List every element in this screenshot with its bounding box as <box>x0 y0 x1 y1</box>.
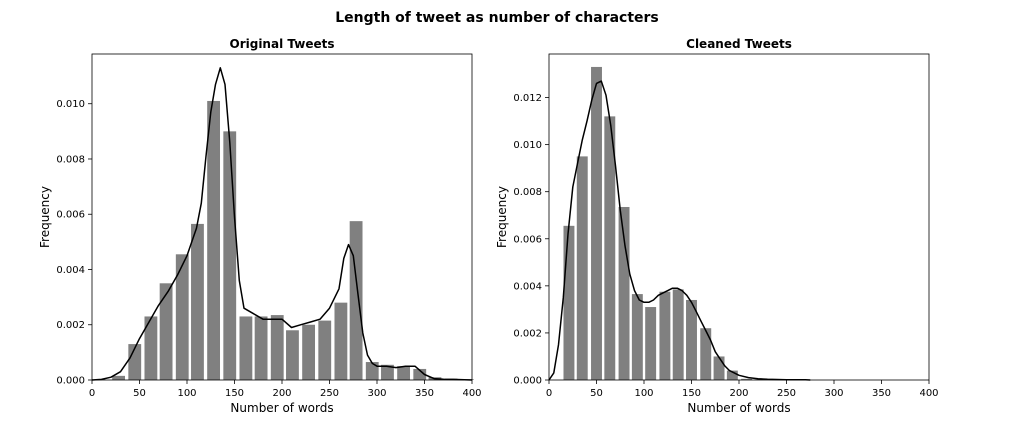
y-tick-label: 0.000 <box>513 376 542 387</box>
y-axis-label: Frequency <box>495 186 509 248</box>
subplot-title: Original Tweets <box>230 37 335 51</box>
histogram-bar <box>365 362 379 380</box>
x-tick-label: 100 <box>634 388 653 399</box>
x-tick-label: 300 <box>367 388 386 399</box>
histogram-bar <box>726 370 738 380</box>
kde-line <box>548 80 811 381</box>
histogram-bar <box>318 320 332 380</box>
x-tick-label: 200 <box>272 388 291 399</box>
y-tick-label: 0.012 <box>513 93 542 104</box>
histogram-bar <box>713 356 725 380</box>
histogram-bar <box>413 368 427 380</box>
x-tick-label: 350 <box>415 388 434 399</box>
x-tick-label: 100 <box>177 388 196 399</box>
y-tick-label: 0.002 <box>513 328 542 339</box>
y-tick-label: 0.010 <box>513 140 542 151</box>
histogram-bar <box>112 375 126 380</box>
histogram-bar <box>254 316 268 380</box>
histogram-bar <box>381 364 394 380</box>
y-tick-label: 0.006 <box>513 234 542 245</box>
x-tick-label: 250 <box>777 388 796 399</box>
histogram-bar <box>686 299 697 380</box>
x-axis-label: Number of words <box>687 401 790 415</box>
histogram-bar <box>239 316 253 380</box>
x-tick-label: 400 <box>462 388 481 399</box>
y-tick-label: 0.008 <box>513 187 542 198</box>
subplot-original-tweets: 0 50 100 150 200 250 300 350 400 0.000 0.002 0.004 0… <box>38 37 482 415</box>
histogram-bar <box>175 254 189 380</box>
x-tick-label: 300 <box>824 388 843 399</box>
y-tick-label: 0.010 <box>56 99 85 110</box>
histogram-bar <box>334 302 348 380</box>
histogram-bar <box>645 307 657 380</box>
y-tick-label: 0.008 <box>56 154 85 165</box>
histogram-bar <box>604 116 616 380</box>
x-tick-label: 0 <box>89 388 95 399</box>
x-tick-label: 200 <box>729 388 748 399</box>
y-tick-label: 0.004 <box>56 265 85 276</box>
y-tick-label: 0.004 <box>513 281 542 292</box>
subplot-cleaned-tweets: 0 50 100 150 200 250 300 350 400 0.000 0.002 0.004 0… <box>495 37 939 415</box>
histogram-bar <box>659 291 671 380</box>
histogram-bar <box>286 330 299 380</box>
x-tick-label: 0 <box>546 388 552 399</box>
subplot-title: Cleaned Tweets <box>686 37 792 51</box>
histogram-bar <box>349 221 363 380</box>
histogram-bar <box>618 206 630 380</box>
histogram-bar <box>191 223 204 380</box>
x-tick-label: 150 <box>225 388 244 399</box>
histogram-bar <box>576 156 588 380</box>
y-tick-label: 0.006 <box>56 210 85 221</box>
histogram-bar <box>270 315 284 380</box>
y-axis-label: Frequency <box>38 186 52 248</box>
histogram-bar <box>159 283 173 380</box>
histogram-bar <box>563 225 575 380</box>
histogram-bar <box>207 100 221 381</box>
y-tick-label: 0.002 <box>56 320 85 331</box>
histogram-bar <box>302 324 316 380</box>
x-tick-label: 350 <box>872 388 891 399</box>
x-tick-label: 150 <box>682 388 701 399</box>
histogram-bar <box>128 344 142 380</box>
histogram-bar <box>700 328 712 380</box>
histogram-bar <box>672 289 684 380</box>
kde-line <box>91 67 473 381</box>
figure-suptitle: Length of tweet as number of characters <box>335 10 659 26</box>
x-tick-label: 50 <box>590 388 603 399</box>
histogram-bar <box>741 378 753 380</box>
x-tick-label: 400 <box>919 388 938 399</box>
histogram-bar <box>223 131 237 380</box>
x-axis-label: Number of words <box>230 401 333 415</box>
x-tick-label: 50 <box>133 388 146 399</box>
histogram-bar <box>591 66 602 380</box>
histogram-bar <box>144 316 158 380</box>
x-tick-label: 250 <box>320 388 339 399</box>
histogram-bar <box>397 366 411 380</box>
histogram-bar <box>631 294 643 380</box>
y-tick-label: 0.000 <box>56 376 85 387</box>
